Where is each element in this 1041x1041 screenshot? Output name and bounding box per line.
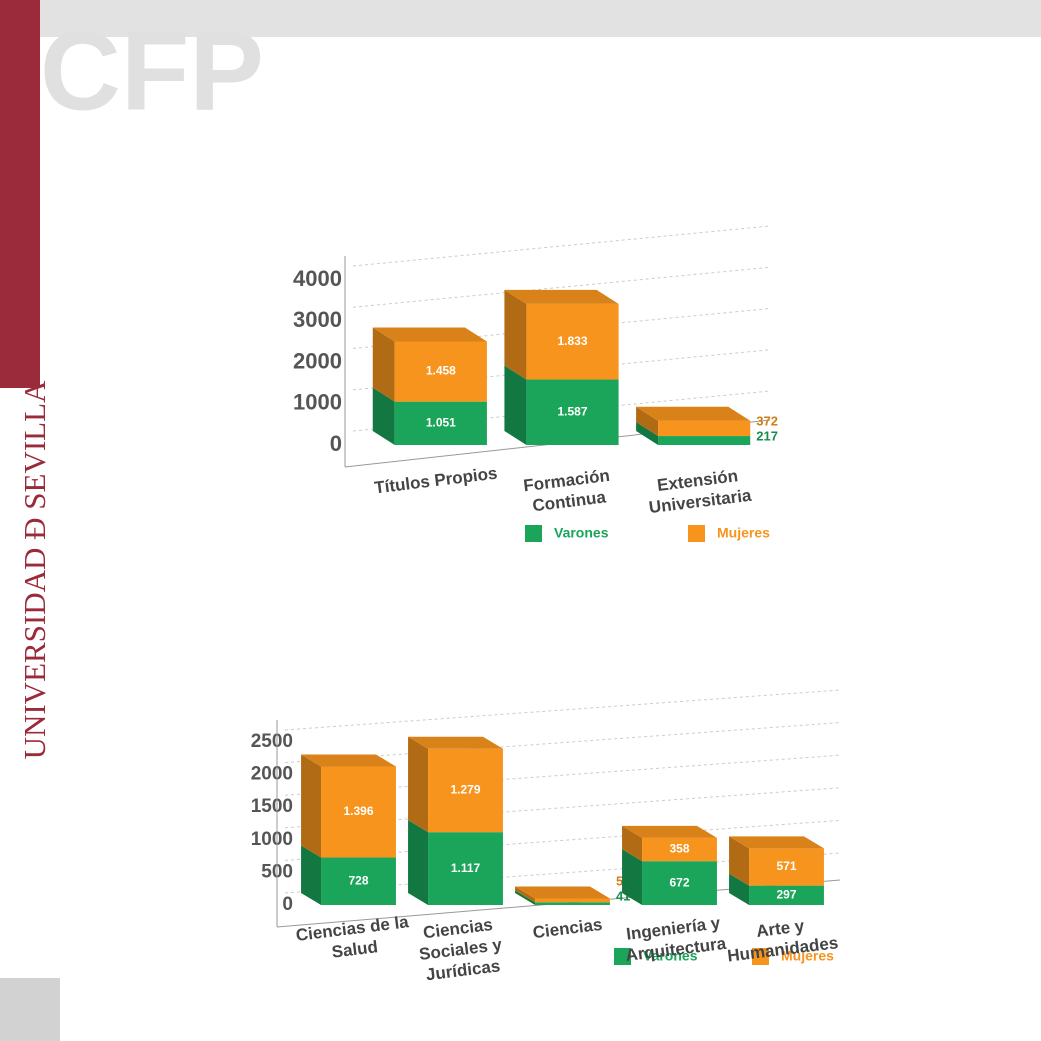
- legend-swatch: [525, 525, 542, 542]
- value-label: 1.833: [557, 334, 587, 348]
- bar-top: [372, 327, 487, 342]
- y-tick-label: 1000: [251, 829, 293, 850]
- legend-swatch: [752, 948, 769, 965]
- bar-side: [504, 289, 527, 380]
- grid-line: [352, 349, 771, 391]
- bar: [321, 857, 396, 905]
- y-tick-label: 2000: [293, 348, 342, 373]
- bar: [321, 766, 396, 858]
- side-bar: [0, 0, 40, 388]
- bar: [535, 902, 610, 905]
- bar-side: [636, 422, 659, 445]
- bar: [642, 861, 717, 905]
- bar-side: [408, 820, 429, 905]
- bar: [749, 885, 824, 905]
- bar-side: [622, 849, 643, 905]
- bar-top: [622, 825, 717, 838]
- bar: [749, 848, 824, 886]
- y-tick-label: 1500: [251, 796, 293, 817]
- bar-top: [515, 886, 610, 899]
- bar-top: [636, 406, 751, 421]
- bar-side: [515, 890, 536, 905]
- bar: [526, 303, 619, 380]
- bar-side: [301, 845, 322, 905]
- top-bar: [40, 0, 1041, 37]
- bar-side: [729, 836, 750, 886]
- bar-top: [504, 289, 619, 304]
- grid-line: [352, 308, 771, 349]
- value-label: 728: [348, 873, 368, 887]
- grid-line: [352, 390, 771, 432]
- y-tick-label: 0: [330, 431, 342, 456]
- y-tick-label: 2000: [251, 764, 293, 785]
- logo: CFP: [40, 9, 264, 134]
- legend-swatch: [688, 525, 705, 542]
- bar-side: [504, 365, 527, 445]
- bar: [535, 898, 610, 903]
- bar-side: [372, 387, 395, 445]
- value-label: 217: [756, 428, 778, 443]
- value-label: 571: [776, 859, 796, 873]
- y-tick-label: 1000: [293, 390, 342, 415]
- value-label: 672: [669, 875, 689, 889]
- bar-side: [622, 825, 643, 862]
- bar-side: [729, 873, 750, 905]
- grid-line: [284, 689, 841, 731]
- y-tick-label: 2500: [251, 731, 293, 752]
- legend-label: Mujeres: [781, 948, 834, 964]
- bar-side: [372, 327, 395, 402]
- value-label: 1.587: [557, 404, 587, 418]
- bar-side: [515, 886, 536, 903]
- y-tick-label: 0: [282, 894, 293, 915]
- grid-line: [352, 266, 771, 308]
- bar-top: [408, 736, 503, 749]
- y-tick-label: 4000: [293, 266, 342, 291]
- value-label: 297: [776, 887, 796, 901]
- value-label: 1.279: [450, 783, 480, 797]
- value-label: 1.117: [451, 861, 481, 875]
- value-label: 1.051: [426, 415, 456, 429]
- bar: [642, 837, 717, 862]
- corner-block: [0, 978, 60, 1041]
- bar: [526, 379, 619, 445]
- value-label: 372: [756, 413, 778, 428]
- bar: [428, 748, 503, 833]
- bar-side: [408, 736, 429, 833]
- y-tick-label: 3000: [293, 307, 342, 332]
- bar: [658, 420, 751, 437]
- bar-top: [301, 754, 396, 767]
- value-label: 1.458: [426, 364, 456, 378]
- legend-label: Mujeres: [717, 525, 770, 541]
- bar: [394, 341, 487, 402]
- bar-side: [636, 406, 659, 437]
- legend-label: Varones: [643, 948, 698, 964]
- value-label: 358: [669, 842, 689, 856]
- legend-label: Varones: [554, 525, 609, 541]
- university-name: UNIVERSIDAD Ð SEVILLA: [17, 380, 52, 759]
- bar: [428, 832, 503, 905]
- bar-side: [301, 754, 322, 858]
- bar: [658, 436, 751, 445]
- bar: [394, 401, 487, 445]
- value-label: 1.396: [343, 804, 373, 818]
- grid-line: [352, 225, 771, 267]
- bar-top: [729, 836, 824, 849]
- legend-swatch: [614, 948, 631, 965]
